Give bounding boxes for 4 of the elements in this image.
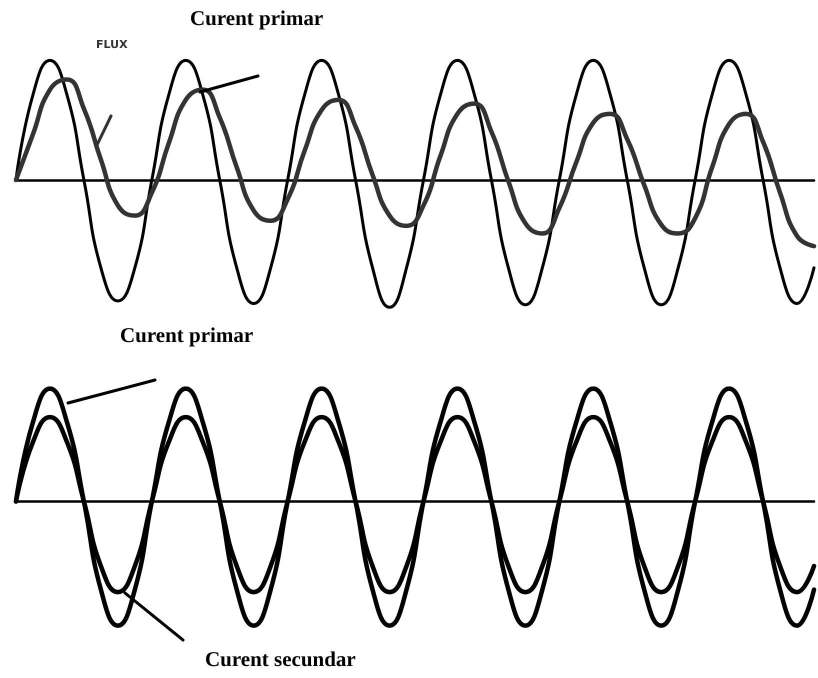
text: Curent primar xyxy=(120,323,254,348)
text: Curent secundar xyxy=(205,647,356,672)
series-label: Curent primar xyxy=(190,6,324,31)
text: FLUX xyxy=(96,38,128,51)
